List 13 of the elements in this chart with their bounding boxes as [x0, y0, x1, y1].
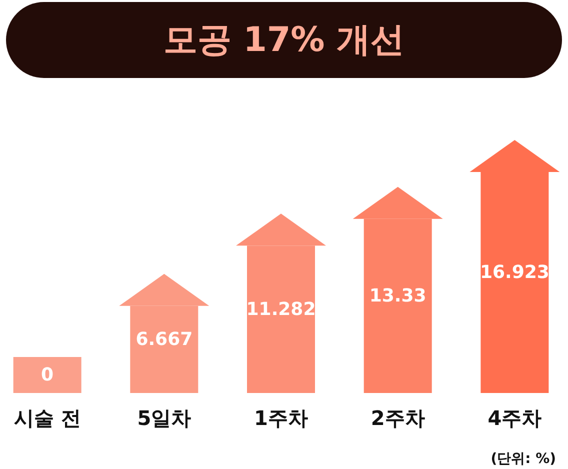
data-label: 0	[41, 364, 54, 386]
chart-title: 모공 17% 개선	[163, 20, 405, 60]
data-label: 13.33	[369, 285, 426, 306]
x-tick-label: 2주차	[370, 406, 425, 430]
x-tick-label: 시술 전	[14, 406, 81, 430]
x-tick-label: 5일차	[137, 406, 192, 430]
data-label: 6.667	[136, 328, 193, 350]
x-tick-label: 4주차	[488, 406, 542, 430]
data-label: 16.923	[480, 262, 550, 283]
text: (단위: %)	[490, 451, 556, 467]
x-tick-label: 1주차	[254, 406, 308, 430]
data-label: 11.282	[246, 298, 316, 320]
title-banner: 모공 17% 개선	[6, 2, 562, 78]
